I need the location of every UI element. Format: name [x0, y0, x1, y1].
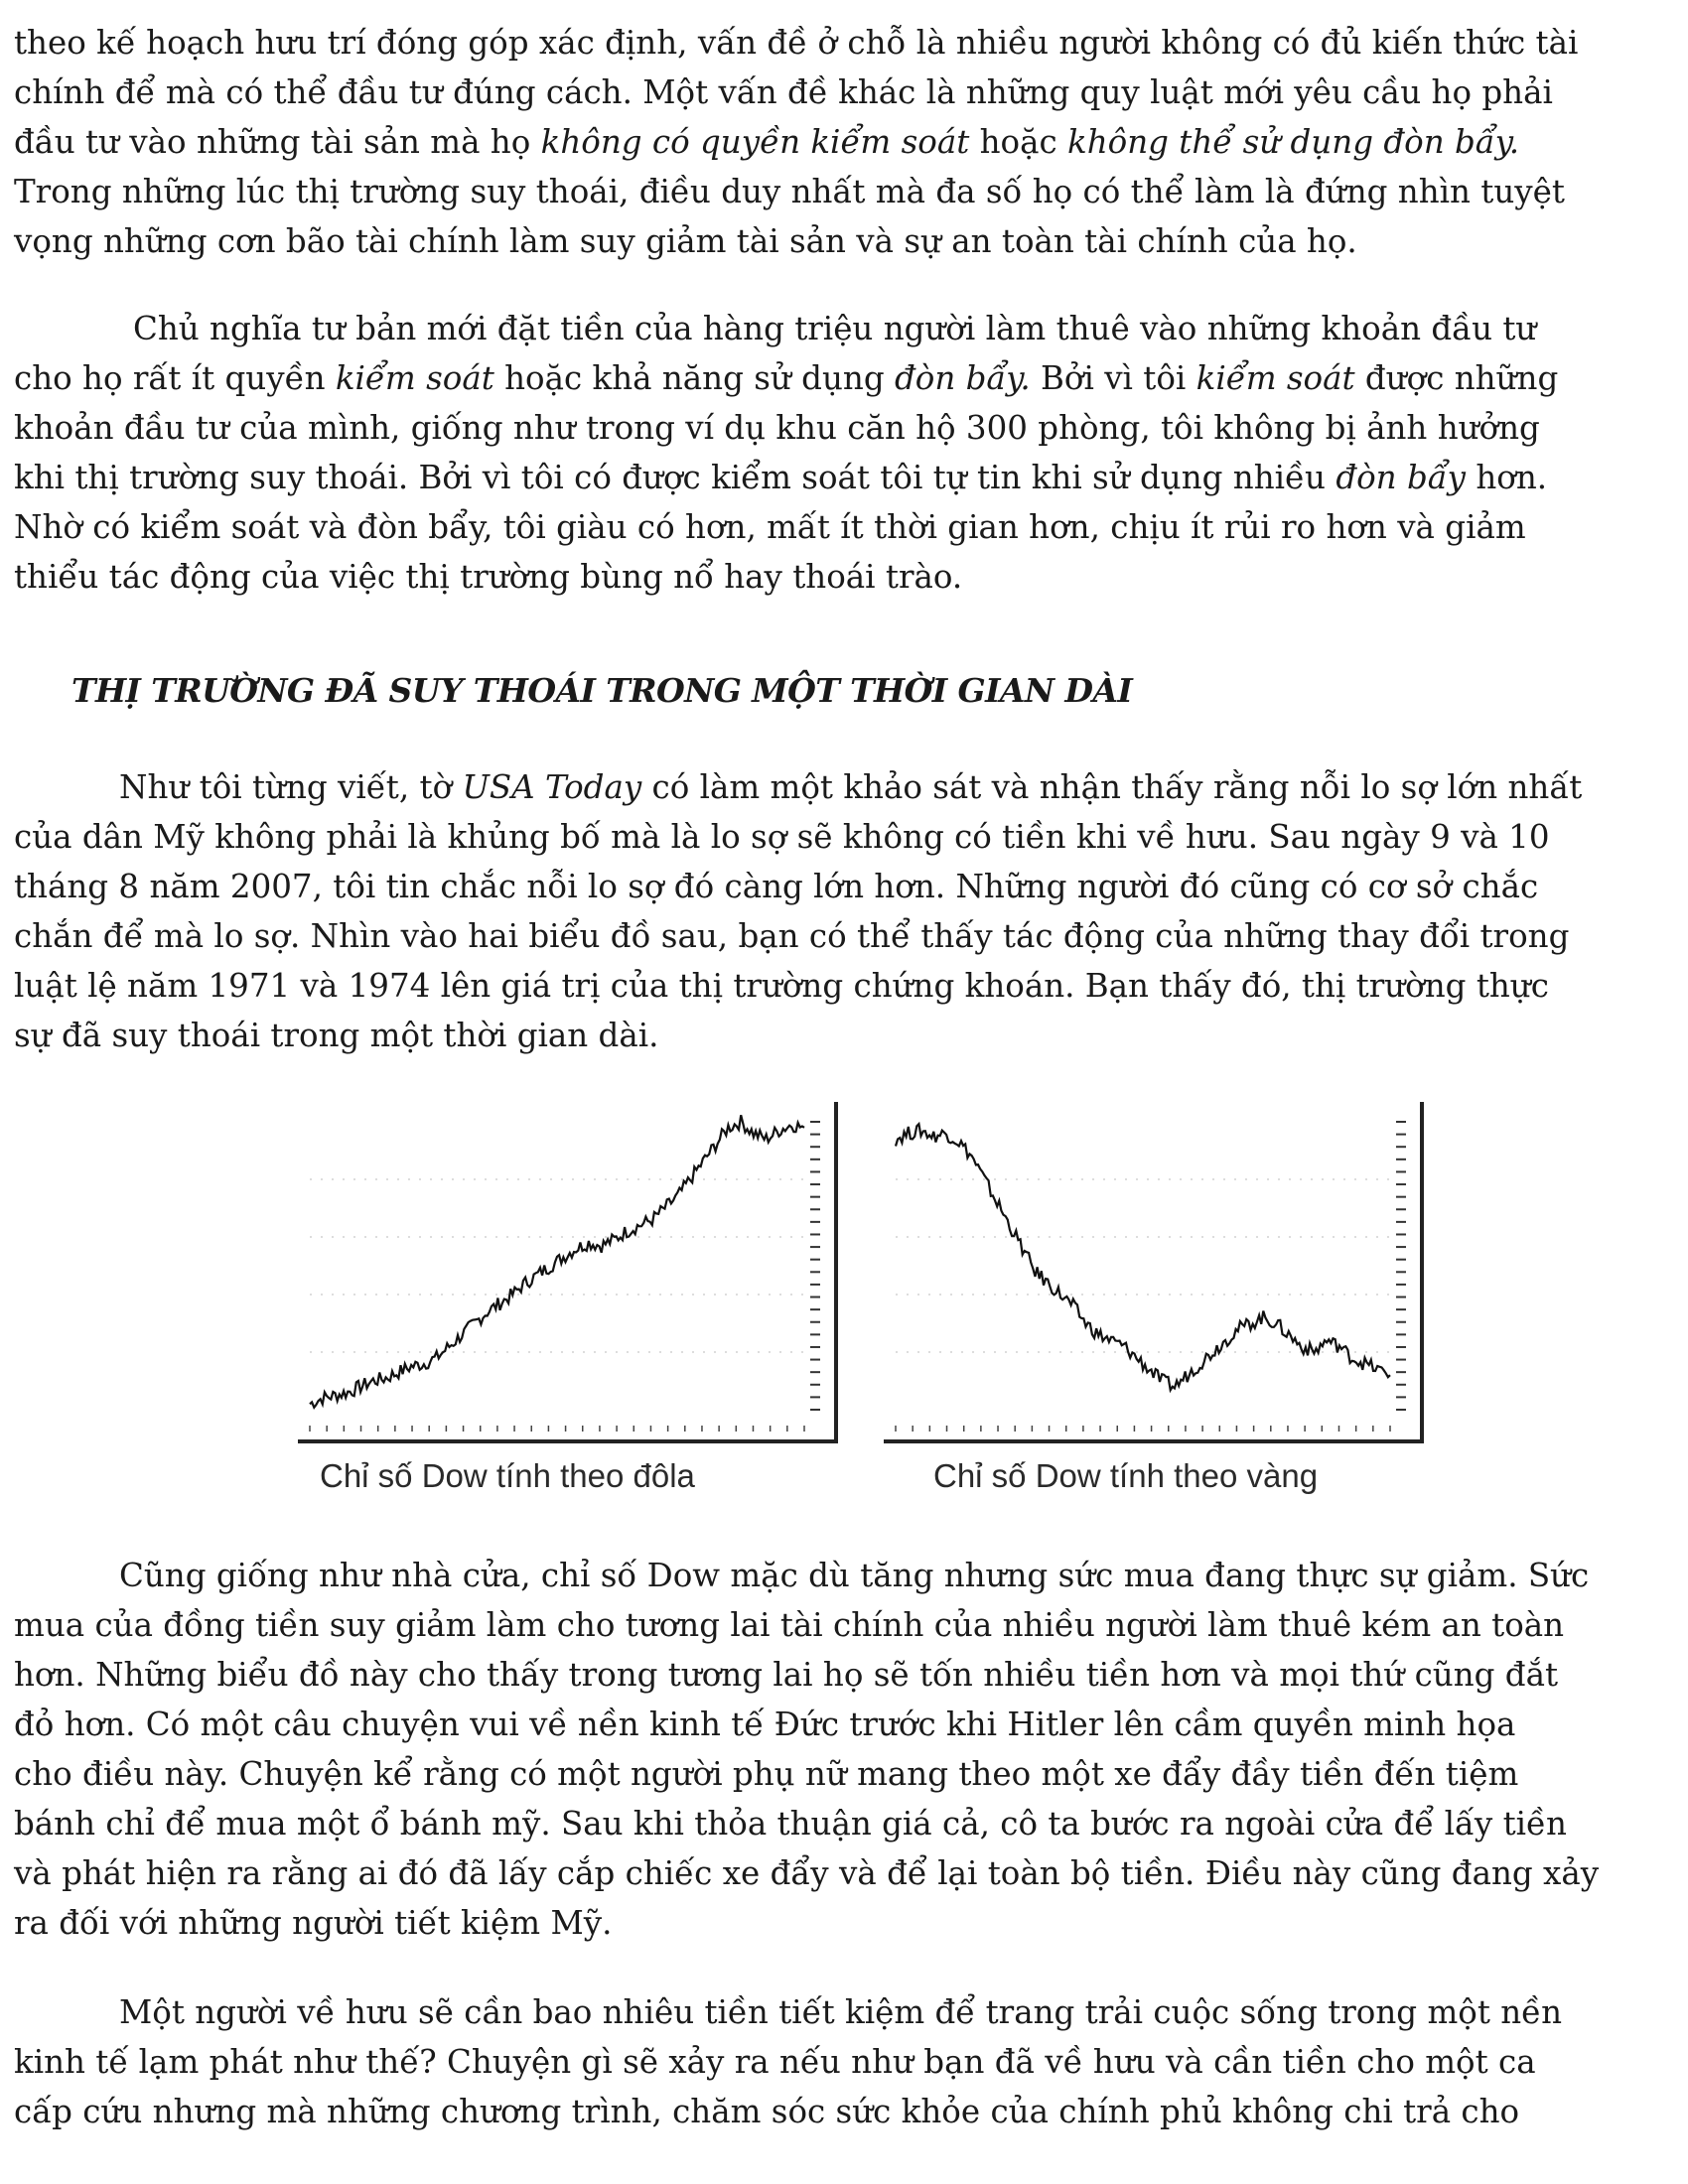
text-line: và phát hiện ra rằng ai đó đã lấy cắp ch… [14, 1854, 1600, 1892]
text-line: cho điều này. Chuyện kể rằng có một ngườ… [14, 1755, 1519, 1793]
text-line: Cũng giống như nhà cửa, chỉ số Dow mặc d… [119, 1557, 1590, 1594]
text-line: mua của đồng tiền suy giảm làm cho tương… [14, 1606, 1565, 1644]
text-line: thiểu tác động của việc thị trường bùng … [14, 558, 963, 596]
text-line: bánh chỉ để mua một ổ bánh mỹ. Sau khi t… [14, 1805, 1567, 1843]
text-line: Chủ nghĩa tư bản mới đặt tiền của hàng t… [133, 310, 1537, 347]
text-line: đầu tư vào những tài sản mà họ không có … [14, 123, 1520, 161]
text-line: chính để mà có thể đầu tư đúng cách. Một… [14, 73, 1553, 111]
text-line: Một người về hưu sẽ cần bao nhiêu tiền t… [119, 1993, 1563, 2031]
series-line [894, 1121, 1391, 1394]
paragraph-5: Một người về hưu sẽ cần bao nhiêu tiền t… [14, 1987, 1672, 2136]
series-line [309, 1115, 805, 1411]
text-line: kinh tế lạm phát như thế? Chuyện gì sẽ x… [14, 2043, 1536, 2081]
dow-gold-chart-svg [894, 1121, 1406, 1432]
text-line: Nhờ có kiểm soát và đòn bẩy, tôi giàu có… [14, 508, 1526, 546]
text-line: vọng những cơn bão tài chính làm suy giả… [14, 222, 1357, 260]
chart-caption-right: Chỉ số Dow tính theo vàng [933, 1457, 1319, 1494]
text-line: chắn để mà lo sợ. Nhìn vào hai biểu đồ s… [14, 917, 1570, 955]
text-line: Trong những lúc thị trường suy thoái, đi… [14, 173, 1565, 210]
section-heading: THỊ TRƯỜNG ĐÃ SUY THOÁI TRONG MỘT THỜI G… [71, 671, 1133, 710]
text-line: hơn. Những biểu đồ này cho thấy trong tư… [14, 1656, 1559, 1694]
text-line: Như tôi từng viết, tờ USA Today có làm m… [119, 768, 1583, 806]
text-line: cấp cứu nhưng mà những chương trình, chă… [14, 2093, 1520, 2130]
dow-gold-chart [884, 1102, 1424, 1443]
text-line: luật lệ năm 1971 và 1974 lên giá trị của… [14, 967, 1549, 1005]
charts-figure: Chỉ số Dow tính theo đôla Chỉ số Dow tín… [298, 1102, 1440, 1519]
chart-caption-left: Chỉ số Dow tính theo đôla [320, 1457, 695, 1494]
text-line: đỏ hơn. Có một câu chuyện vui về nền kin… [14, 1706, 1516, 1743]
paragraph-2: Chủ nghĩa tư bản mới đặt tiền của hàng t… [14, 304, 1672, 602]
paragraph-4: Cũng giống như nhà cửa, chỉ số Dow mặc d… [14, 1551, 1672, 1948]
text-line: khi thị trường suy thoái. Bởi vì tôi có … [14, 459, 1548, 496]
dow-dollar-chart [298, 1102, 838, 1443]
text-line: khoản đầu tư của mình, giống như trong v… [14, 409, 1540, 447]
text-line: của dân Mỹ không phải là khủng bố mà là … [14, 818, 1550, 856]
paragraph-1: theo kế hoạch hưu trí đóng góp xác định,… [14, 18, 1672, 266]
text-line: tháng 8 năm 2007, tôi tin chắc nỗi lo sợ… [14, 868, 1539, 905]
paragraph-3: Như tôi từng viết, tờ USA Today có làm m… [14, 762, 1672, 1060]
text-line: ra đối với những người tiết kiệm Mỹ. [14, 1904, 613, 1942]
text-line: sự đã suy thoái trong một thời gian dài. [14, 1017, 659, 1054]
text-line: theo kế hoạch hưu trí đóng góp xác định,… [14, 24, 1579, 62]
text-line: cho họ rất ít quyền kiểm soát hoặc khả n… [14, 359, 1559, 397]
dow-dollar-chart-svg [309, 1115, 820, 1432]
